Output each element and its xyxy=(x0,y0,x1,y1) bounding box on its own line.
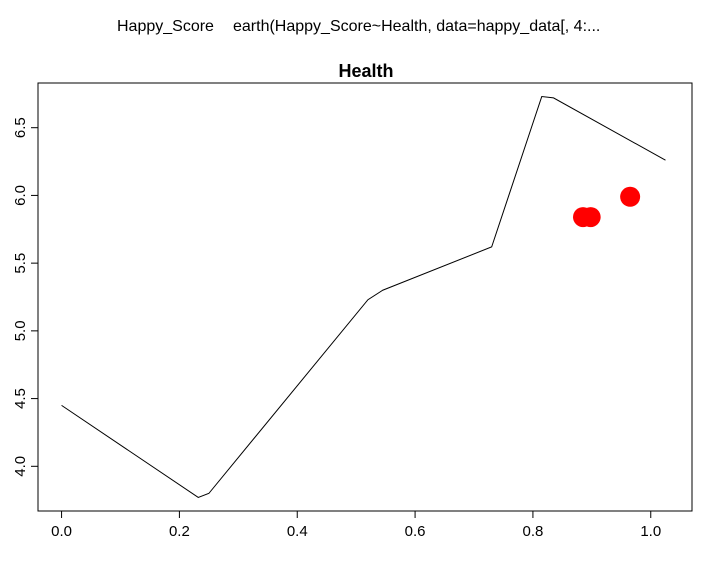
y-tick-label: 5.5 xyxy=(12,253,29,274)
model-call-label: earth(Happy_Score~Health, data=happy_dat… xyxy=(233,18,601,35)
data-point xyxy=(580,207,601,228)
x-tick-label: 1.0 xyxy=(640,523,661,540)
x-tick-label: 0.0 xyxy=(51,523,72,540)
x-tick-label: 0.8 xyxy=(522,523,543,540)
y-tick-label: 4.0 xyxy=(12,456,29,477)
model-fit-line xyxy=(61,96,666,499)
data-point xyxy=(620,186,641,207)
plot-header: Happy_Score earth(Happy_Score~Health, da… xyxy=(0,18,708,42)
x-tick-label: 0.4 xyxy=(287,523,308,540)
chart-title: Health xyxy=(338,61,393,81)
series-layer xyxy=(61,96,666,499)
y-tick-label: 4.5 xyxy=(12,388,29,409)
y-tick-label: 5.0 xyxy=(12,320,29,341)
plot-frame xyxy=(37,82,693,512)
y-tick-label: 6.0 xyxy=(12,185,29,206)
response-label: Happy_Score xyxy=(117,18,214,35)
y-tick-label: 6.5 xyxy=(12,117,29,138)
x-tick-label: 0.2 xyxy=(169,523,190,540)
y-axis: 4.0 4.5 5.0 5.5 6.0 6.5 xyxy=(12,117,39,477)
x-axis: 0.0 0.2 0.4 0.6 0.8 1.0 xyxy=(51,510,661,540)
x-tick-label: 0.6 xyxy=(405,523,426,540)
